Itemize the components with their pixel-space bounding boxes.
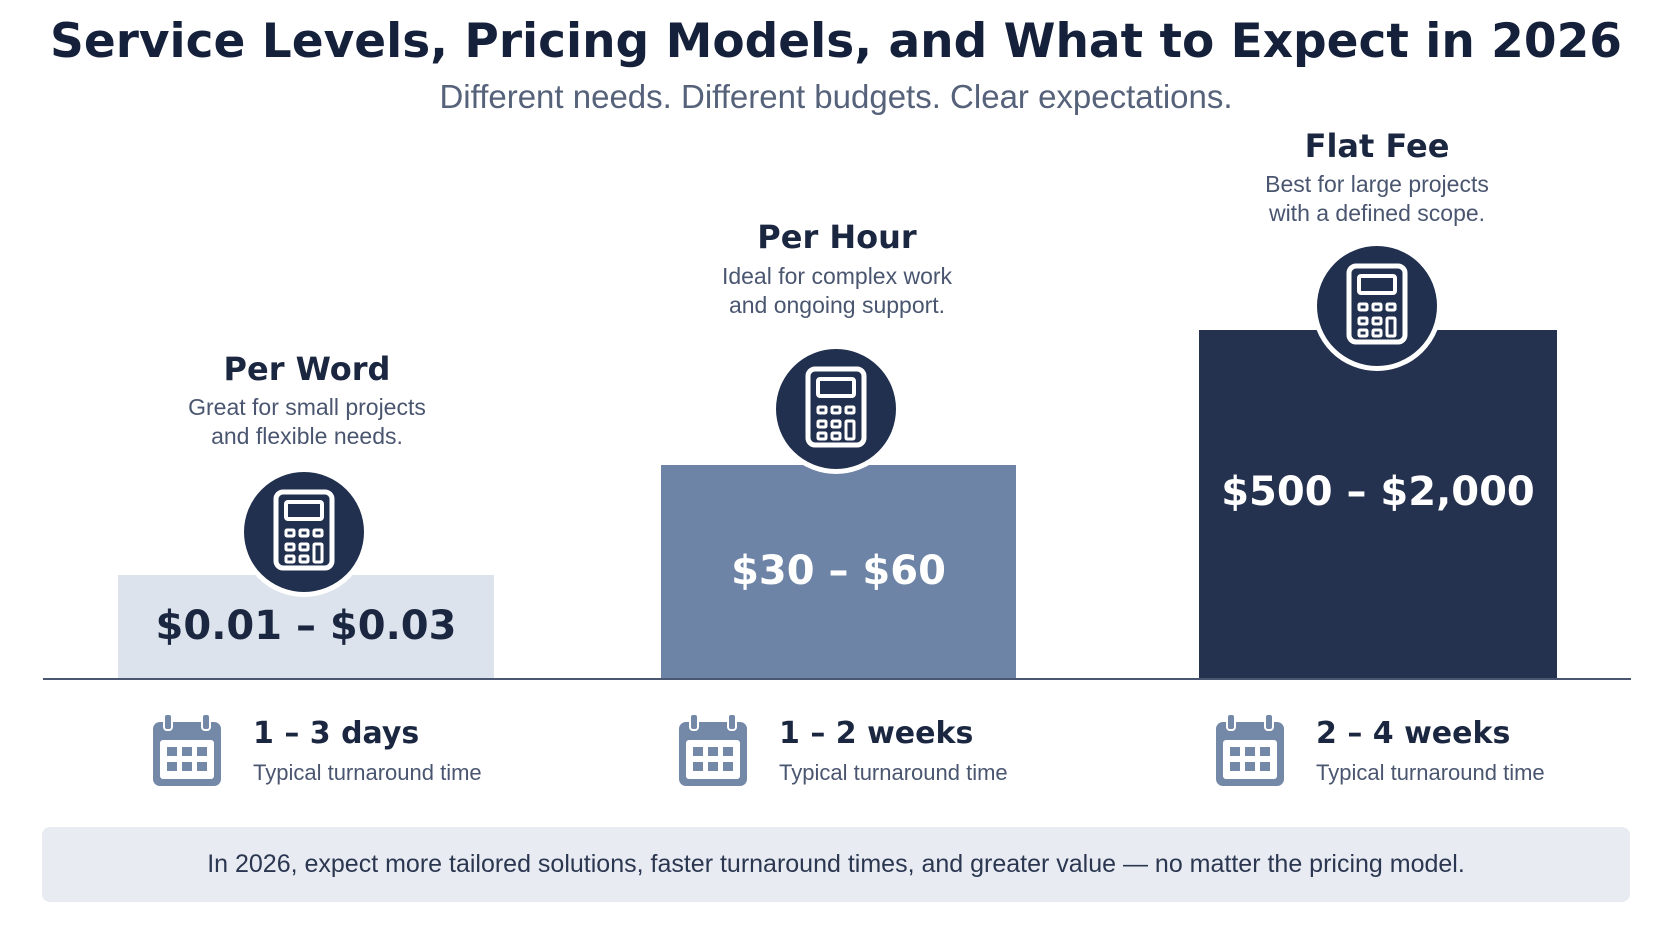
turnaround-value: 1 – 2 weeks: [779, 716, 974, 751]
chart-baseline: [43, 678, 1631, 680]
turnaround-label: Typical turnaround time: [1316, 760, 1545, 785]
description-line: and ongoing support.: [728, 292, 946, 318]
page-subtitle: Different needs. Different budgets. Clea…: [439, 78, 1233, 115]
description-line: Great for small projects: [188, 394, 426, 420]
tier-name-per-hour: Per Hour: [757, 218, 917, 256]
footer-banner: In 2026, expect more tailored solutions,…: [42, 827, 1630, 902]
turnaround-label: Typical turnaround time: [779, 760, 1008, 785]
description-line: with a defined scope.: [1268, 200, 1486, 226]
badge-per-hour: [771, 344, 901, 474]
price-per-hour: $30 – $60: [731, 548, 946, 594]
price-bar-flat-fee: $500 – $2,000: [1199, 330, 1557, 679]
page-title: Service Levels, Pricing Models, and What…: [50, 14, 1622, 69]
badge-per-word: [239, 467, 369, 597]
calculator-icon: [804, 365, 868, 454]
turnaround-label: Typical turnaround time: [253, 760, 482, 785]
description-line: Best for large projects: [1265, 171, 1489, 197]
calendar-icon: [1213, 712, 1287, 795]
price-per-word: $0.01 – $0.03: [155, 603, 457, 649]
tier-name-per-word: Per Word: [223, 350, 391, 388]
calendar-icon: [150, 712, 224, 795]
calculator-icon: [1345, 262, 1409, 351]
footer-text: In 2026, expect more tailored solutions,…: [207, 850, 1465, 878]
description-line: and flexible needs.: [211, 423, 403, 449]
badge-flat-fee: [1312, 241, 1442, 371]
tier-name-flat-fee: Flat Fee: [1304, 127, 1450, 165]
price-flat-fee: $500 – $2,000: [1221, 469, 1535, 515]
calendar-icon: [676, 712, 750, 795]
turnaround-value: 1 – 3 days: [253, 716, 420, 751]
tier-description-per-hour: Ideal for complex work and ongoing suppo…: [657, 262, 1017, 320]
calculator-icon: [272, 488, 336, 577]
turnaround-value: 2 – 4 weeks: [1316, 716, 1511, 751]
description-line: Ideal for complex work: [721, 263, 953, 289]
tier-description-flat-fee: Best for large projects with a defined s…: [1197, 170, 1557, 228]
tier-description-per-word: Great for small projects and flexible ne…: [127, 393, 487, 451]
price-bar-per-hour: $30 – $60: [661, 465, 1016, 679]
